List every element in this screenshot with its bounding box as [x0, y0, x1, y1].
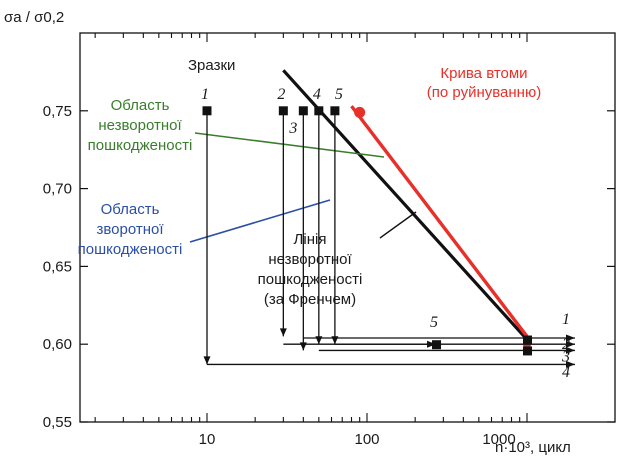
reversible-region-pointer — [189, 199, 331, 243]
y-axis-label: σa / σ0,2 — [4, 9, 64, 26]
irreversible-region-pointer — [194, 132, 385, 158]
specimen-5-horizontal-arrow — [427, 340, 437, 348]
specimen-label: 3 — [288, 120, 297, 137]
y-tick-label: 0,60 — [43, 336, 72, 353]
specimen-end-label: 1 — [562, 311, 570, 328]
french-line — [282, 69, 529, 341]
french-line-label-2: незворотної — [268, 251, 352, 268]
axis-ticks: 0,55 0,60 0,65 0,70 0,75 10 100 1000 — [43, 33, 615, 448]
specimen-end-label: 3 — [561, 349, 570, 366]
reversible-region-label-1: Область — [101, 201, 160, 218]
fatigue-curve-marker — [354, 106, 366, 118]
specimen-3-horizontal-arrow — [566, 334, 575, 342]
x-tick-label: 10 — [199, 431, 216, 448]
specimen-5-end-marker — [432, 340, 442, 350]
end-marker — [523, 346, 532, 356]
french-line-label-4: (за Френчем) — [264, 291, 356, 308]
reversible-region-label-3: пошкодженості — [78, 241, 183, 258]
end-marker — [523, 335, 532, 345]
french-line-pointer — [379, 211, 417, 239]
plot-frame — [79, 32, 616, 423]
x-tick-label: 100 — [354, 431, 379, 448]
reversible-region-label-2: зворотної — [96, 221, 164, 238]
y-tick-label: 0,75 — [43, 103, 72, 120]
x-tick-label: 1000 — [482, 431, 515, 448]
specimen-4-horizontal-arrow — [566, 346, 575, 354]
fatigue-curve-label-1: Крива втоми — [440, 65, 527, 82]
series-lines — [189, 69, 531, 349]
specimen-end-label: 5 — [430, 314, 438, 331]
fatigue-curve — [350, 105, 529, 338]
y-tick-label: 0,65 — [43, 258, 72, 275]
specimen-drop-arrow — [203, 356, 211, 365]
specimen-drop-arrow — [279, 328, 287, 337]
specimens-title: Зразки — [188, 57, 235, 74]
french-line-label-3: пошкодженості — [258, 271, 363, 288]
irreversible-region-label-2: незворотної — [98, 117, 182, 134]
y-tick-label: 0,55 — [43, 414, 72, 431]
fatigue-curve-label-2: (по руйнуванню) — [427, 84, 541, 101]
specimen-end-label: 4 — [562, 364, 570, 381]
specimen-2-horizontal-arrow — [566, 340, 575, 348]
specimen-label: 2 — [277, 86, 285, 103]
specimen-end-label: 2 — [562, 336, 570, 353]
specimen-label: 5 — [335, 86, 343, 103]
specimen-label: 1 — [201, 86, 209, 103]
y-tick-label: 0,70 — [43, 181, 72, 198]
specimen-1-horizontal-arrow — [566, 360, 575, 368]
x-axis-label: n·10³, цикл — [495, 439, 571, 456]
irreversible-region-label-1: Область — [111, 97, 170, 114]
irreversible-region-label-3: пошкодженості — [88, 137, 193, 154]
french-line-label-1: Лінія — [294, 231, 327, 248]
specimen-label: 4 — [313, 86, 321, 103]
